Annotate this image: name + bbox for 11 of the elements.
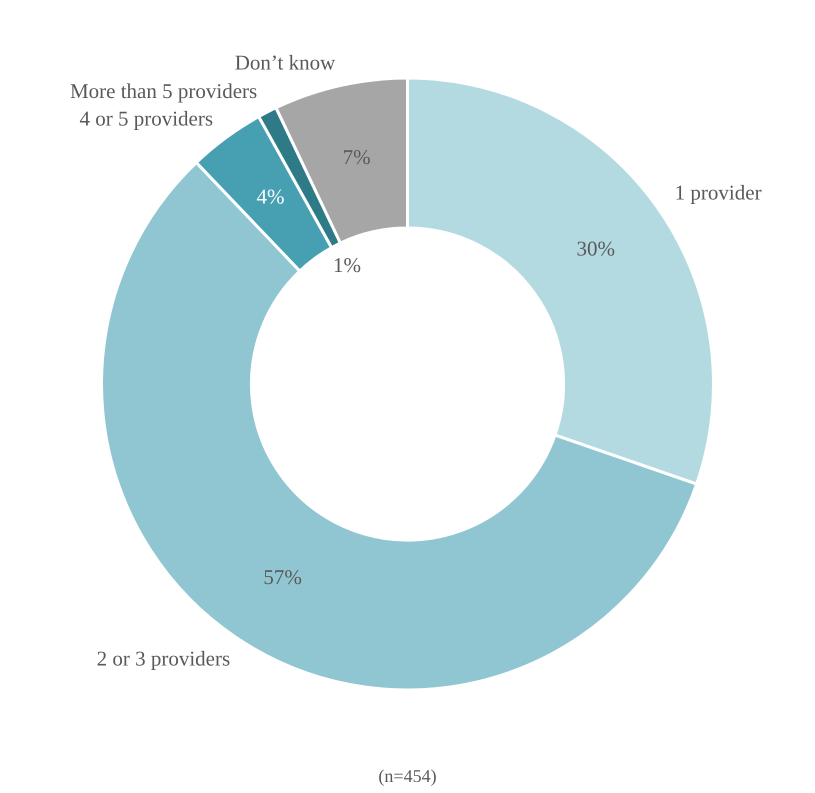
text: (n=454) [377, 766, 438, 787]
slice-label: 4 or 5 providers [79, 106, 214, 130]
slice-label: 1 provider [674, 180, 762, 204]
slice-label: Don’t know [234, 50, 336, 75]
data-label: 1% [332, 253, 361, 278]
data-label: 30% [576, 236, 615, 261]
slice-label: More than 5 providers [70, 78, 258, 103]
data-label: 7% [342, 145, 371, 170]
data-label: 4% [256, 184, 285, 208]
data-label: 57% [263, 564, 302, 589]
slice-label: 2 or 3 providers [96, 646, 230, 670]
